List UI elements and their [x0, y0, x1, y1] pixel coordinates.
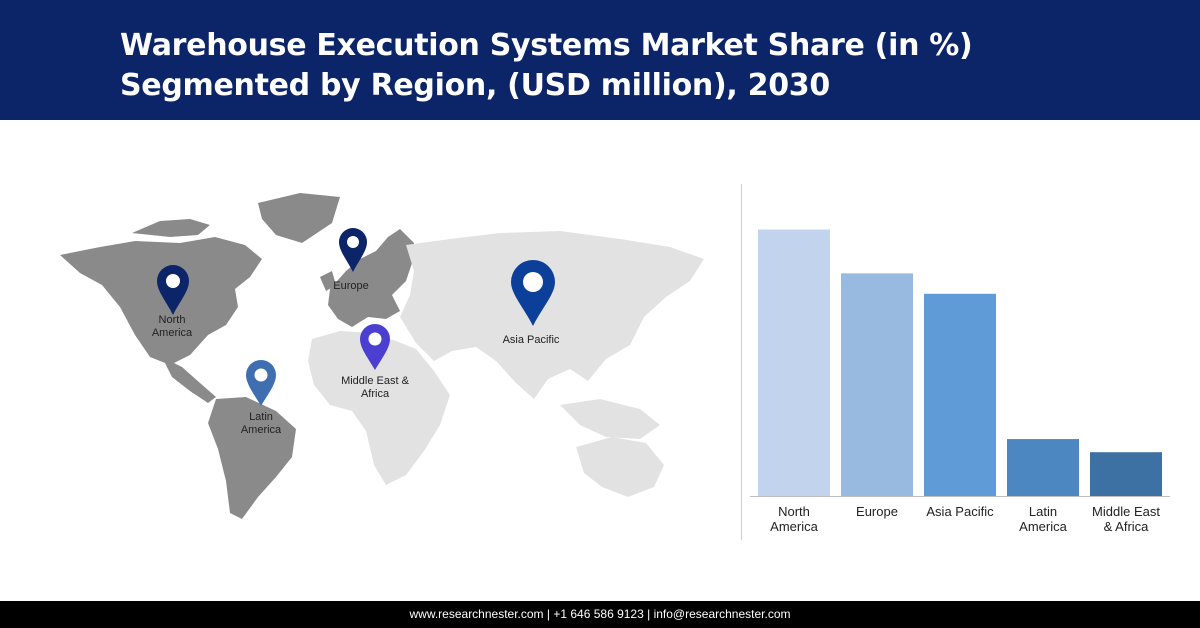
- footer-website[interactable]: www.researchnester.com: [409, 607, 544, 621]
- x-tick-label: Middle East & Africa: [1092, 504, 1160, 534]
- europe-shape: [320, 229, 414, 327]
- pin-hole: [347, 236, 359, 248]
- bar[interactable]: [924, 293, 996, 496]
- pin-label-latin-america: Latin America: [240, 411, 282, 436]
- footer-email[interactable]: info@researchnester.com: [653, 607, 791, 621]
- world-map: [60, 193, 704, 519]
- asia-shape: [400, 231, 704, 439]
- pin-hole: [254, 368, 268, 382]
- x-tick-label: North America: [770, 504, 818, 534]
- location-pin-icon: [339, 228, 367, 272]
- x-tick-label-line: & Africa: [1104, 519, 1150, 534]
- x-tick-label-line: Europe: [856, 504, 898, 519]
- pin-hole: [368, 332, 382, 346]
- footer-separator: |: [643, 607, 654, 621]
- pin-label-asia-pacific: Asia Pacific: [502, 334, 560, 346]
- bar[interactable]: [1090, 452, 1162, 496]
- pin-europe[interactable]: [339, 228, 367, 272]
- location-pin-icon: [511, 260, 555, 326]
- pin-asia-pacific[interactable]: [511, 260, 555, 326]
- chart-divider: [741, 184, 742, 540]
- bar[interactable]: [758, 229, 830, 497]
- x-tick-label-line: America: [1019, 519, 1067, 534]
- x-tick-label: Latin America: [1019, 504, 1067, 534]
- pin-hole: [523, 272, 543, 292]
- pin-label-north-america: North America: [151, 314, 193, 339]
- pin-label-europe: Europe: [333, 280, 369, 292]
- bar[interactable]: [1007, 439, 1079, 496]
- pin-north-america[interactable]: [157, 265, 189, 315]
- x-tick-label-line: Asia Pacific: [926, 504, 994, 519]
- x-tick-label: Asia Pacific: [926, 504, 994, 519]
- footer-bar: www.researchnester.com | +1 646 586 9123…: [0, 601, 1200, 628]
- africa-shape: [308, 331, 450, 485]
- x-tick-label-line: Latin: [1029, 504, 1057, 519]
- south-america-shape: [208, 397, 296, 519]
- pin-middle-east-africa[interactable]: [360, 324, 390, 370]
- x-tick-label-line: North: [778, 504, 810, 519]
- title-line-2: Segmented by Region, (USD million), 2030: [120, 68, 830, 103]
- title-line-1: Warehouse Execution Systems Market Share…: [120, 28, 973, 63]
- x-tick-label: Europe: [856, 504, 898, 519]
- australia-shape: [576, 437, 664, 497]
- footer-separator: |: [543, 607, 554, 621]
- footer-phone[interactable]: +1 646 586 9123: [553, 607, 644, 621]
- north-america-shape: [60, 193, 340, 403]
- location-pin-icon: [246, 360, 276, 406]
- location-pin-icon: [360, 324, 390, 370]
- pin-label-middle-east-africa: Middle East & Africa: [341, 375, 409, 400]
- pin-latin-america[interactable]: [246, 360, 276, 406]
- location-pin-icon: [157, 265, 189, 315]
- bar[interactable]: [841, 273, 913, 496]
- page-title: Warehouse Execution Systems Market Share…: [120, 26, 973, 106]
- x-tick-label-line: Middle East: [1092, 504, 1160, 519]
- header-banner: Warehouse Execution Systems Market Share…: [0, 0, 1200, 120]
- x-tick-label-line: America: [770, 519, 818, 534]
- pin-hole: [166, 274, 180, 288]
